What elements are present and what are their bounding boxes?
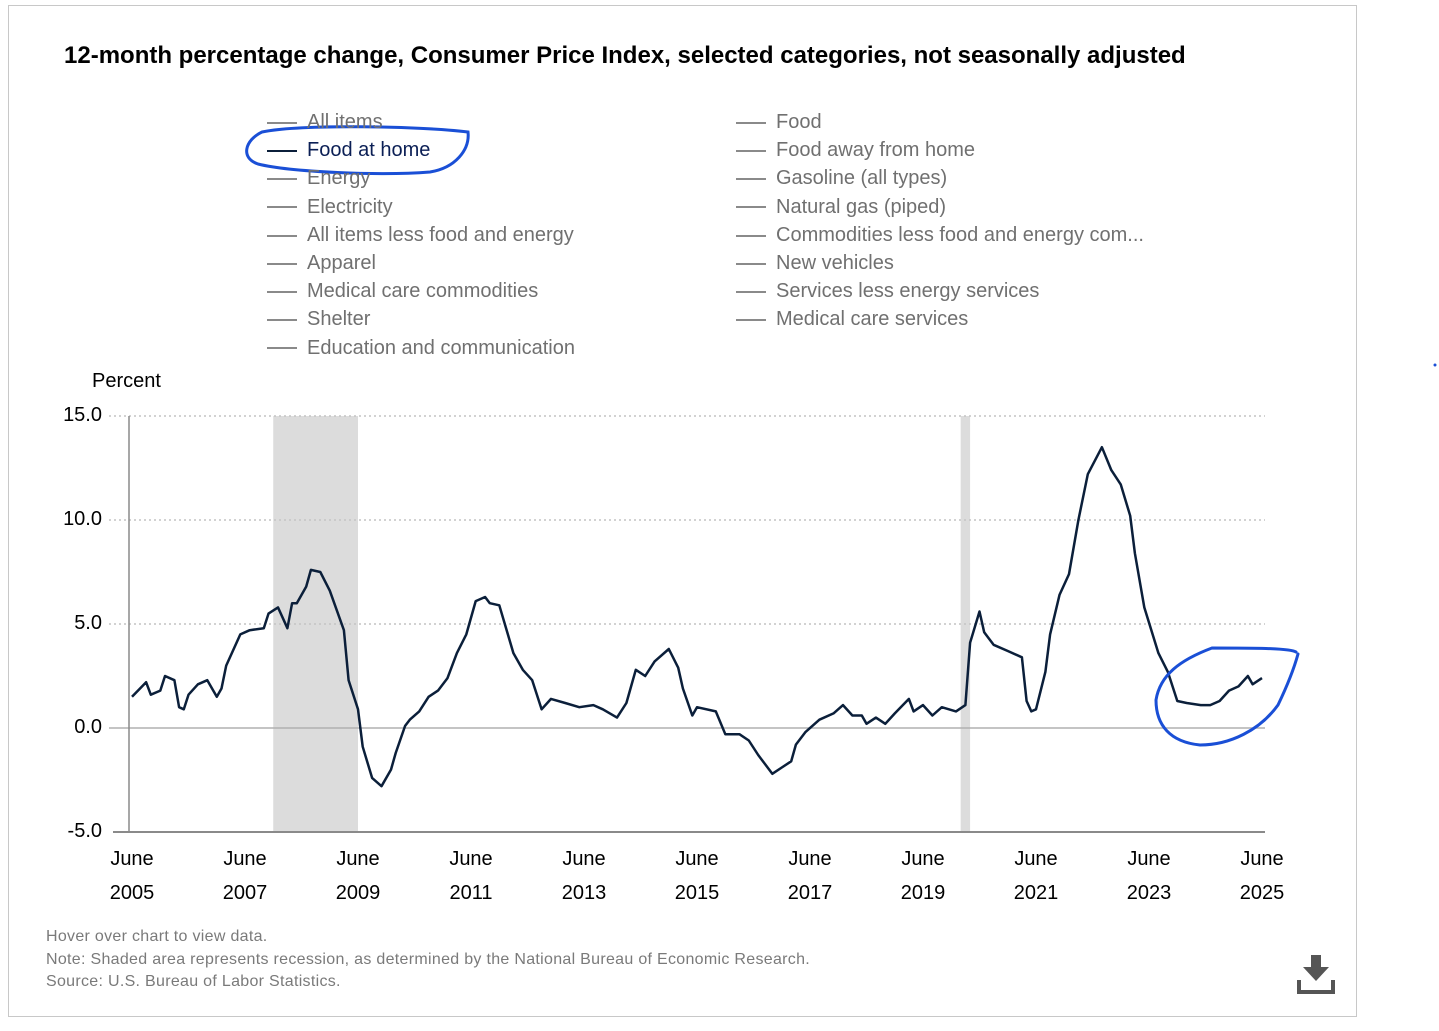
footnote: Hover over chart to view data. [46, 928, 268, 945]
ink-dot [1433, 363, 1437, 367]
legend-entry[interactable]: Commodities less food and energy com... [736, 223, 1144, 247]
x-tick-label: June 2017 [787, 848, 833, 904]
legend-entry[interactable]: Medical care services [736, 307, 968, 331]
legend-entry[interactable]: Natural gas (piped) [736, 195, 946, 219]
x-tick-label: June 2025 [1239, 848, 1285, 904]
legend-entry[interactable]: Food [736, 110, 822, 134]
y-tick-label: 15.0 [63, 404, 102, 426]
legend-entry[interactable]: Services less energy services [736, 279, 1039, 303]
download-icon[interactable] [1297, 955, 1335, 994]
ink-circle [1154, 646, 1300, 747]
legend-entry[interactable]: Food away from home [736, 138, 975, 162]
x-tick-label: June 2007 [222, 848, 268, 904]
series-line [131, 445, 1263, 788]
footnote: Note: Shaded area represents recession, … [46, 950, 811, 968]
legend-entry[interactable]: Education and communication [267, 336, 575, 360]
chart-title: 12-month percentage change, Consumer Pri… [64, 42, 1186, 69]
y-tick-label: 10.0 [63, 508, 102, 530]
legend-entry[interactable]: Electricity [267, 195, 393, 219]
x-tick-label: June 2015 [674, 848, 720, 904]
x-tick-label: June 2021 [1013, 848, 1059, 904]
legend-entry[interactable]: New vehicles [736, 251, 894, 275]
x-tick-label: June 2019 [900, 848, 946, 904]
legend-entry[interactable]: Gasoline (all types) [736, 166, 947, 190]
y-tick-label: 5.0 [74, 612, 102, 634]
chart-frame [8, 5, 1357, 1017]
x-tick-label: June 2013 [561, 848, 607, 904]
legend-entry[interactable]: Shelter [267, 307, 370, 331]
x-tick-label: June 2005 [109, 848, 155, 904]
download-tray[interactable] [1331, 980, 1335, 994]
legend-entry[interactable]: Energy [267, 166, 370, 190]
legend-entry[interactable]: Food at home [267, 138, 430, 162]
x-tick-label: June 2009 [335, 848, 381, 904]
download-tray[interactable] [1297, 980, 1301, 994]
download-tray[interactable] [1297, 990, 1335, 994]
legend-entry[interactable]: All items less food and energy [267, 223, 574, 247]
download-arrow-head[interactable] [1303, 967, 1329, 981]
footnote: Source: U.S. Bureau of Labor Statistics. [46, 973, 341, 990]
x-tick-label: June 2011 [449, 848, 493, 904]
y-axis-label: Percent [92, 370, 161, 392]
y-tick-label: -5.0 [67, 820, 102, 842]
legend-entry[interactable]: Medical care commodities [267, 279, 538, 303]
download-arrow-stem[interactable] [1311, 955, 1321, 969]
ink-annotation [245, 125, 1300, 747]
x-tick-label: June 2023 [1126, 848, 1172, 904]
legend-entry[interactable]: All items [267, 110, 383, 134]
y-tick-label: 0.0 [74, 716, 102, 738]
legend-entry[interactable]: Apparel [267, 251, 376, 275]
